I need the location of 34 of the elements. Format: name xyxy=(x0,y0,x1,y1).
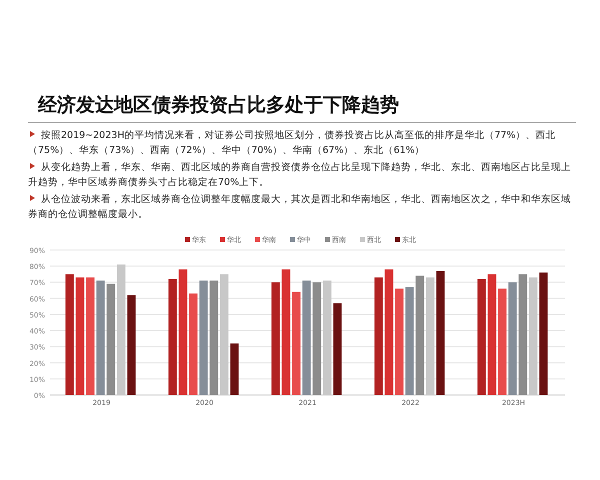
text: 按照2019~2023H的平均情况来看，对证券公司按照地区划分，债券投资占比从高至低的排序是华北（77%）、西北（75%）、华东（73%）、西南（72%）、华中（70%）、华南（67%）、东北（61%） xyxy=(28,129,557,158)
bar xyxy=(498,288,506,395)
bar xyxy=(384,269,394,395)
bar xyxy=(76,277,84,395)
bar xyxy=(436,270,445,395)
bar xyxy=(477,279,486,395)
bar xyxy=(210,280,218,395)
bar xyxy=(539,272,548,395)
bar xyxy=(86,277,94,395)
bar xyxy=(518,274,528,395)
bar xyxy=(199,280,208,395)
bar xyxy=(416,276,424,395)
bar xyxy=(106,284,116,395)
bar xyxy=(96,280,105,395)
bar xyxy=(405,287,414,395)
text: 从仓位波动来看，东北区域券商仓位调整年度幅度最大，其次是西北和华南地区，华北、西南地区次之，华中和华东区域券商的仓位调整幅度最小。 xyxy=(28,193,572,222)
bar xyxy=(374,277,383,395)
bar xyxy=(292,292,300,395)
bar xyxy=(395,288,404,395)
bar xyxy=(508,282,517,395)
bar xyxy=(282,269,290,395)
bar xyxy=(333,303,342,395)
bar xyxy=(312,282,322,395)
bar xyxy=(302,280,311,395)
bar xyxy=(189,294,198,395)
chart-title: 经济发达地区债券投资占比多处于下降趋势 xyxy=(38,93,399,118)
bar xyxy=(168,279,177,395)
bar xyxy=(271,282,280,395)
bar xyxy=(488,274,496,395)
bar xyxy=(127,295,136,395)
text: 从变化趋势上看，华东、华南、西北区域的券商自营投资债券仓位占比呈现下降趋势，华北、东北、西南地区占比呈现上升趋势，华中区域券商债券头寸占比稳定在70%上下。 xyxy=(28,161,572,190)
bar xyxy=(178,269,188,395)
bar xyxy=(230,343,239,395)
bar xyxy=(65,274,74,395)
